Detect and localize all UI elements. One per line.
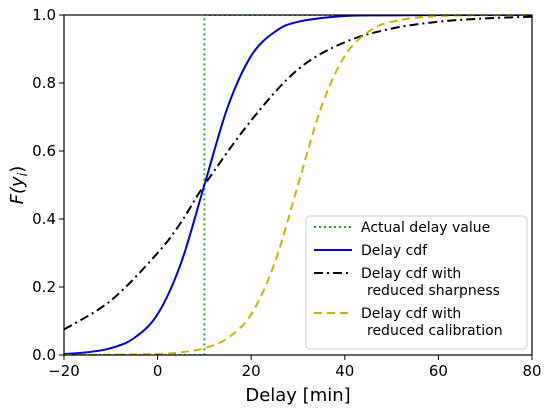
x-tick-label: 60 <box>429 362 448 380</box>
legend-label-3: Delay cdf with reduced calibration <box>361 306 503 339</box>
y-tick-label: 0.0 <box>32 346 56 364</box>
y-tick-label: 0.4 <box>32 210 56 228</box>
axes-frame <box>63 14 533 356</box>
x-tick-label: −20 <box>48 362 80 380</box>
legend: Actual delay value Delay cdf Delay cdf wit… <box>305 215 528 350</box>
y-tick-label: 0.8 <box>32 74 56 92</box>
legend-label-2: Delay cdf with reduced sharpness <box>361 266 500 299</box>
y-tick-label: 0.6 <box>32 142 56 160</box>
x-axis-title: Delay [min] <box>245 385 350 406</box>
y-tick-label: 1.0 <box>32 6 56 24</box>
legend-box <box>305 215 528 350</box>
y-tick-label: 0.2 <box>32 278 56 296</box>
y-axis-ticks: 0.0 0.2 0.4 0.6 0.8 1.0 <box>32 6 64 364</box>
x-axis-ticks: −20 0 20 40 60 80 <box>48 355 542 380</box>
y-axis-title: F(yi) <box>7 166 31 205</box>
legend-label-1: Delay cdf <box>361 243 428 259</box>
legend-label-0: Actual delay value <box>361 220 490 236</box>
x-tick-label: 40 <box>335 362 354 380</box>
series-line-3 <box>64 15 532 355</box>
x-tick-label: 80 <box>522 362 541 380</box>
x-tick-label: 0 <box>153 362 163 380</box>
series-line-2 <box>64 15 532 331</box>
x-tick-label: 20 <box>242 362 261 380</box>
